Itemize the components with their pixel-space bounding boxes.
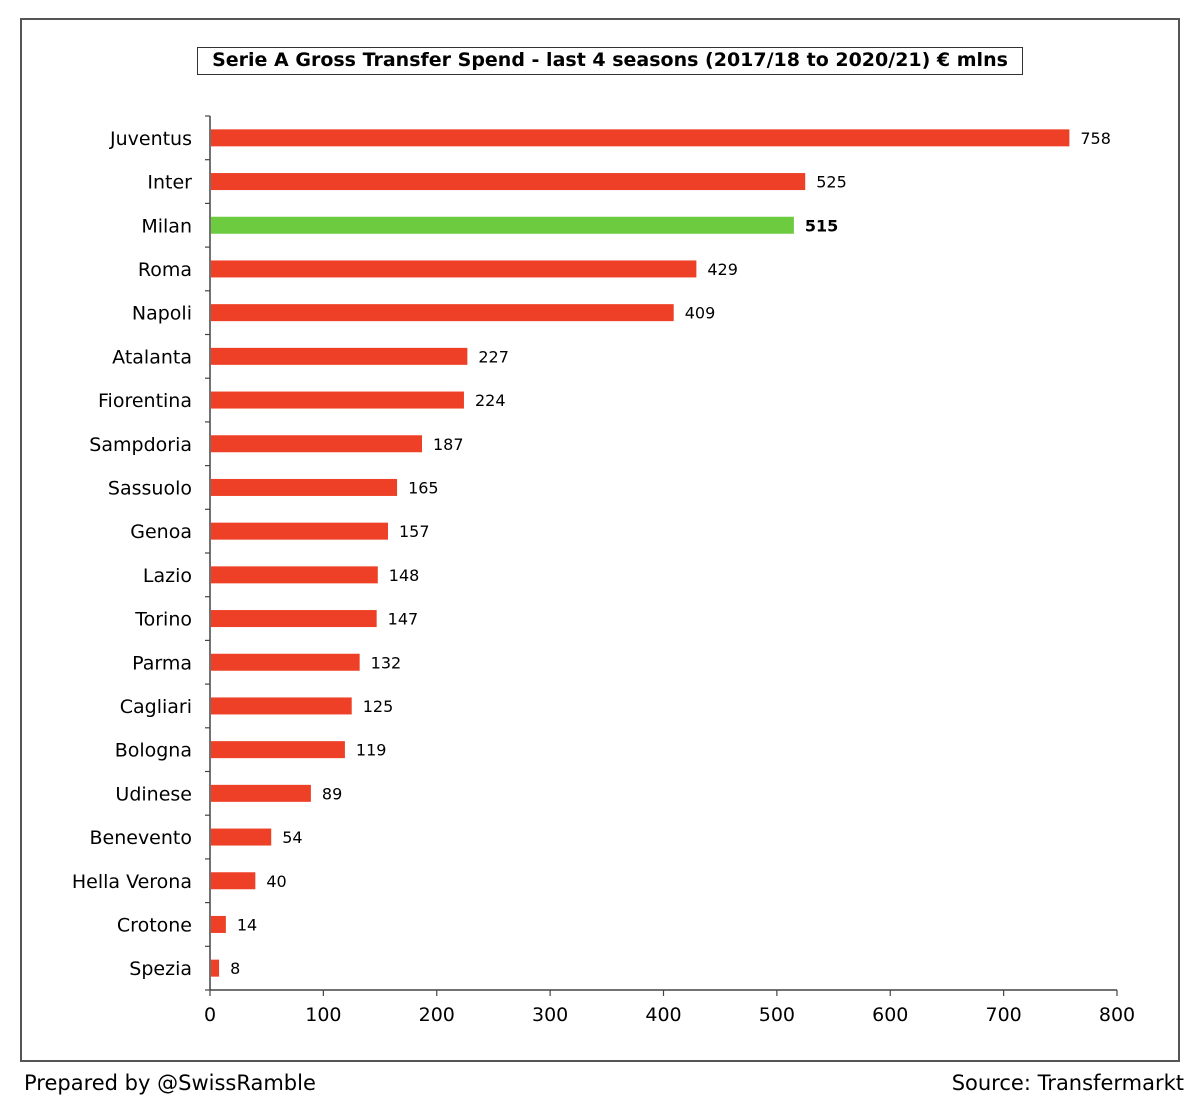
x-tick-label: 300 [532,1004,568,1026]
value-label: 148 [389,566,420,585]
category-label: Lazio [143,565,192,587]
x-tick-label: 400 [645,1004,681,1026]
value-label: 54 [282,828,302,847]
x-tick-label: 100 [305,1004,341,1026]
bar [211,435,423,453]
category-label: Hella Verona [72,871,192,893]
bar [211,522,388,540]
bar [211,784,311,802]
bar [211,741,345,759]
bar [211,653,360,671]
category-label: Napoli [132,303,192,325]
value-label: 132 [371,653,402,672]
value-label: 14 [237,915,257,934]
x-tick-label: 200 [419,1004,455,1026]
bar [211,129,1070,147]
bar [211,478,398,496]
category-label: Crotone [117,914,192,936]
category-label: Bologna [115,740,192,762]
bar [211,304,674,322]
category-label: Torino [134,609,192,631]
x-tick-label: 700 [985,1004,1021,1026]
x-tick-label: 600 [872,1004,908,1026]
category-label: Sassuolo [108,477,192,499]
category-label: Benevento [89,827,192,849]
chart-title: Serie A Gross Transfer Spend - last 4 se… [197,47,1023,75]
bar [211,915,226,933]
category-label: Parma [132,652,192,674]
bar [211,610,377,628]
value-label: 147 [388,610,419,629]
value-label: 409 [685,304,716,323]
bar [211,391,464,409]
category-label: Cagliari [120,696,192,718]
value-label: 119 [356,741,387,760]
bar [211,959,220,977]
x-tick-label: 0 [204,1004,216,1026]
bar [211,828,272,846]
category-label: Genoa [130,521,192,543]
value-label: 40 [266,872,286,891]
value-label: 165 [408,478,439,497]
category-label: Inter [147,172,192,194]
value-label: 525 [816,173,847,192]
bar [211,173,806,191]
category-label: Milan [141,215,192,237]
value-label: 125 [363,697,394,716]
category-label: Fiorentina [98,390,192,412]
bar [211,216,794,234]
category-label: Roma [138,259,192,281]
value-label: 227 [478,347,509,366]
category-label: Atalanta [112,346,192,368]
bar [211,872,256,890]
category-label: Udinese [115,783,192,805]
value-label: 758 [1080,129,1111,148]
bar [211,697,352,715]
category-label: Sampdoria [89,434,192,456]
bar [211,260,697,278]
category-label: Spezia [129,958,192,980]
value-label: 8 [230,959,240,978]
value-label: 429 [707,260,738,279]
category-label: Juventus [109,128,192,150]
x-tick-label: 800 [1099,1004,1135,1026]
value-label: 89 [322,784,342,803]
footer-credit: Prepared by @SwissRamble [24,1071,316,1095]
value-label: 515 [805,216,838,235]
bar [211,566,378,584]
value-label: 157 [399,522,430,541]
x-tick-label: 500 [759,1004,795,1026]
value-label: 224 [475,391,506,410]
value-label: 187 [433,435,464,454]
footer-source: Source: Transfermarkt [951,1071,1184,1095]
bar [211,347,468,365]
